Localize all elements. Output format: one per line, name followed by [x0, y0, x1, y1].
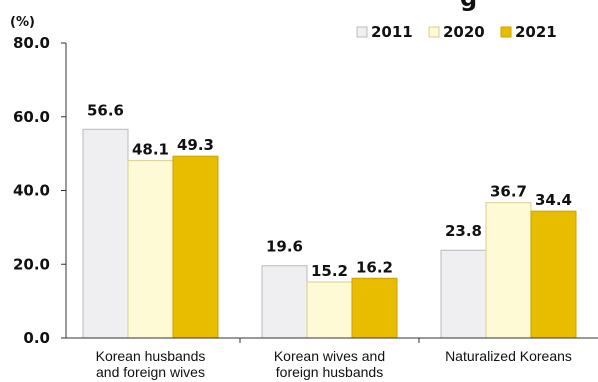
bar-2011-2: [440, 249, 487, 339]
data-label: 49.3: [177, 136, 214, 154]
bar-2021-0: [172, 155, 219, 339]
y-axis: 0.0 20.0 40.0 60.0 80.0: [13, 34, 67, 347]
bar-2011-1: [261, 265, 308, 339]
data-label: 48.1: [132, 141, 169, 159]
bar-2020-2: [485, 202, 532, 339]
legend-swatch-2020: [428, 26, 440, 38]
y-tick-label: 60.0: [13, 108, 50, 126]
y-tick-label: 40.0: [13, 182, 50, 200]
data-label: 15.2: [311, 262, 348, 280]
data-label: 56.6: [87, 101, 124, 119]
legend-label: 2020: [443, 23, 485, 41]
legend-swatch-2021: [500, 26, 512, 38]
data-label: 36.7: [490, 183, 527, 201]
bar-2020-0: [127, 160, 174, 339]
x-category-label: Korean wives and: [274, 348, 385, 364]
data-label: 23.8: [445, 222, 482, 240]
y-tick-label: 0.0: [23, 329, 50, 347]
bar-2011-0: [82, 128, 129, 339]
legend-label: 2021: [515, 23, 557, 41]
bar-2021-2: [530, 210, 577, 339]
x-category-label: Korean husbands: [96, 348, 206, 364]
y-tick-label: 20.0: [13, 255, 50, 273]
data-label: 16.2: [356, 258, 393, 276]
y-tick-label: 80.0: [13, 34, 50, 52]
x-category-label: foreign husbands: [276, 364, 383, 380]
x-category-label: and foreign wives: [96, 364, 205, 380]
y-axis-unit-label: (%): [10, 15, 35, 30]
legend: 2011 2020 2021: [356, 23, 557, 41]
x-category-label: Naturalized Koreans: [445, 348, 572, 364]
chart-title-fragment: g: [460, 0, 477, 12]
bar-2021-1: [351, 277, 398, 339]
data-label: 34.4: [535, 191, 572, 209]
legend-label: 2011: [371, 23, 413, 41]
bars: 56.6 48.1 49.3 19.6 15.2 16.2 23.8 36.7 34.4: [82, 101, 577, 339]
bar-2020-1: [306, 281, 353, 339]
data-label: 19.6: [266, 238, 303, 256]
legend-swatch-2011: [356, 26, 368, 38]
